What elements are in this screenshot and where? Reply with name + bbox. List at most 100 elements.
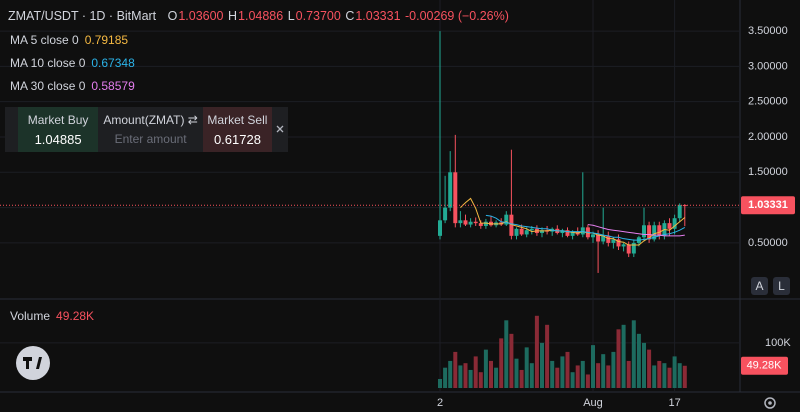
volume-bar	[677, 363, 682, 388]
volume-bar	[540, 342, 544, 388]
volume-bar	[458, 365, 463, 388]
volume-bar	[682, 365, 687, 388]
candle	[468, 218, 473, 228]
volume-bar	[575, 365, 580, 388]
volume-bar	[565, 351, 570, 388]
volume-bar	[616, 329, 621, 388]
volume-bar	[580, 360, 585, 388]
volume-bar	[514, 358, 519, 388]
volume-bar	[606, 365, 611, 388]
last-price-tag	[741, 196, 795, 215]
volume-bar	[667, 367, 672, 388]
auto-scale-button[interactable]: A	[751, 277, 768, 295]
candle-body	[626, 244, 631, 254]
log-scale-button[interactable]: L	[773, 277, 790, 295]
candle-body	[529, 228, 534, 231]
volume-bar	[642, 342, 646, 388]
ma-legend[interactable]: MA 5 close 0 0.79185	[10, 33, 128, 47]
volume-bar	[473, 356, 478, 388]
y-tick-label: 0.50000	[748, 237, 788, 249]
volume-bar	[504, 320, 509, 388]
candle	[504, 211, 509, 226]
y-tick-label: 3.50000	[748, 25, 788, 37]
candle-body	[519, 228, 524, 235]
candle-body	[652, 225, 657, 240]
candle	[458, 211, 463, 228]
volume-bar	[591, 345, 595, 388]
candle-body	[606, 235, 611, 243]
sell-label: Market Sell	[207, 112, 268, 127]
ma-legend[interactable]: MA 30 close 0 0.58579	[10, 79, 135, 93]
low-value: 0.73700	[295, 9, 341, 23]
ma-name: MA 5 close 0	[10, 33, 79, 47]
candle	[565, 227, 570, 238]
symbol-header: ZMAT/USDT · 1D · BitMart O1.03600 H1.048…	[8, 9, 510, 23]
volume-bar	[601, 354, 606, 388]
candle-body	[672, 218, 677, 229]
volume-bar	[489, 360, 493, 388]
amount-placeholder: Enter amount	[114, 132, 187, 146]
volume-bar	[647, 349, 652, 388]
candle-body	[453, 172, 458, 224]
settings-icon[interactable]	[764, 397, 776, 409]
candle	[545, 225, 550, 235]
candle-body	[591, 234, 595, 238]
candle-body	[657, 225, 662, 236]
close-label: C	[345, 9, 355, 23]
candle-body	[468, 221, 473, 225]
x-tick-label: 2	[437, 397, 443, 409]
candle-body	[580, 227, 585, 235]
x-tick-label: 17	[668, 397, 680, 409]
volume-bar	[545, 324, 550, 388]
volume-bar	[662, 363, 667, 388]
ma-value: 0.67348	[91, 56, 135, 70]
candle-body	[616, 239, 621, 247]
candle	[453, 134, 458, 228]
last-volume-label: 49.28K	[747, 360, 783, 372]
volume-bar	[550, 360, 555, 388]
candle	[647, 221, 652, 243]
symbol: ZMAT/USDT · 1D · BitMart	[8, 9, 157, 23]
volume-bar	[453, 351, 458, 388]
high-label: H	[227, 9, 238, 23]
candle	[631, 239, 636, 258]
candle	[596, 230, 601, 273]
volume-bar	[524, 347, 529, 388]
market-sell-button[interactable]: Market Sell 0.61728	[203, 107, 272, 152]
y-tick-label: 1.50000	[748, 166, 788, 178]
ma-value: 0.58579	[91, 79, 135, 93]
buy-price: 1.04885	[34, 131, 82, 147]
candle	[443, 175, 448, 224]
candle	[438, 31, 442, 240]
candle	[448, 151, 453, 212]
sell-price: 0.61728	[213, 131, 261, 147]
volume-bar	[468, 369, 473, 388]
candle-body	[483, 221, 488, 226]
volume-bar	[555, 367, 560, 388]
last-volume-tag	[741, 356, 788, 375]
close-value: 1.03331	[355, 9, 401, 23]
volume-bar	[611, 351, 616, 388]
ma-line	[485, 214, 686, 241]
volume-bar	[596, 363, 601, 388]
candle-body	[473, 221, 478, 224]
open-value: 1.03600	[178, 9, 224, 23]
candle	[550, 227, 555, 236]
candle	[621, 242, 626, 252]
candle	[478, 220, 483, 229]
candle-body	[448, 172, 453, 208]
ma-legend[interactable]: MA 10 close 0 0.67348	[10, 56, 135, 70]
candle-body	[524, 230, 529, 235]
candle-body	[677, 205, 682, 219]
candle-body	[611, 239, 616, 243]
low-label: L	[287, 9, 295, 23]
candle	[509, 149, 514, 240]
candle-body	[509, 214, 514, 236]
candle-body	[438, 220, 442, 236]
market-buy-button[interactable]: Market Buy 1.04885	[18, 107, 99, 152]
amount-input[interactable]: Amount(ZMAT) ⇄ Enter amount	[98, 107, 203, 152]
close-widget-button[interactable]	[272, 107, 288, 152]
volume-bar	[494, 367, 499, 388]
candle	[483, 218, 488, 229]
